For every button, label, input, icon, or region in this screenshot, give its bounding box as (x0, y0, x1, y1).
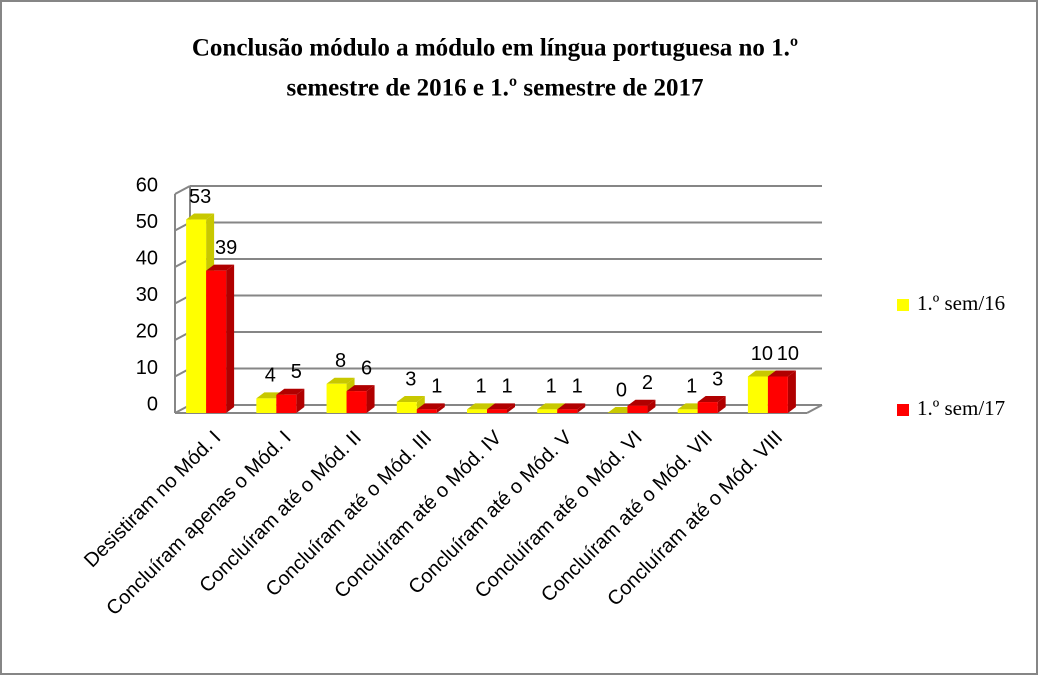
bar-front (276, 394, 297, 413)
bar-front (747, 376, 768, 413)
bar-side (436, 403, 445, 413)
bar-side (787, 370, 796, 413)
data-label: 10 (777, 343, 799, 365)
y-tick-label: 30 (136, 284, 158, 306)
data-label: 39 (215, 237, 237, 259)
bar-side (507, 403, 515, 413)
bar (276, 388, 305, 413)
data-label: 3 (405, 368, 416, 390)
bar-top (396, 396, 425, 403)
bar-front (627, 405, 648, 413)
bar-top (557, 403, 586, 410)
y-tick-label: 10 (136, 357, 158, 379)
bar-top (747, 370, 776, 377)
legend-swatch (897, 299, 909, 311)
bar-top (537, 403, 566, 410)
bar-side (717, 396, 726, 413)
bar-side (647, 399, 656, 413)
bar (487, 403, 515, 413)
data-label: 1 (546, 376, 557, 398)
legend-label: 1.º sem/17 (917, 396, 1005, 420)
bar-front (767, 376, 788, 413)
bar (767, 370, 796, 413)
y-tick-label: 40 (136, 247, 158, 269)
bar-top (326, 377, 355, 384)
data-label: 1 (431, 376, 442, 398)
bar-front (256, 398, 277, 413)
bar-top (346, 385, 375, 392)
bar (697, 396, 726, 413)
bar-front (346, 391, 367, 413)
bar-top (416, 403, 445, 410)
data-label: 10 (751, 343, 773, 365)
data-label: 6 (361, 357, 372, 379)
bar-front (326, 383, 347, 413)
bar (346, 385, 375, 413)
bar-top (767, 370, 796, 377)
bar-top (276, 388, 305, 395)
bar (206, 264, 235, 413)
data-label: 1 (686, 376, 697, 398)
data-label: 0 (616, 379, 627, 401)
bar-side (577, 403, 586, 413)
y-tick-label: 0 (147, 393, 158, 415)
bar (416, 403, 445, 413)
grid-slant (174, 185, 191, 195)
bar-front (416, 409, 437, 413)
bar-side (296, 388, 305, 413)
bar (557, 403, 586, 413)
floor (806, 404, 823, 414)
bar-front (206, 270, 227, 413)
bar-front (396, 402, 417, 413)
bar-top (487, 403, 515, 410)
data-label: 4 (265, 365, 276, 387)
data-label: 53 (189, 186, 211, 208)
bar-top (186, 213, 215, 220)
chart-title: Conclusão módulo a módulo em língua port… (192, 35, 798, 62)
y-tick-label: 60 (136, 174, 158, 196)
data-label: 2 (642, 372, 653, 394)
bar-front (537, 409, 558, 413)
bar-front (467, 409, 487, 413)
bar-top (206, 264, 235, 271)
legend-swatch (897, 404, 909, 416)
data-label: 3 (712, 368, 723, 390)
data-label: 1 (572, 376, 583, 398)
legend-label: 1.º sem/16 (917, 291, 1005, 315)
bar-front (186, 219, 207, 413)
bar-top (627, 399, 656, 406)
bar (627, 399, 656, 413)
data-label: 1 (475, 376, 486, 398)
y-tick-label: 50 (136, 211, 158, 233)
bar-side (226, 264, 235, 413)
bar-front (487, 409, 507, 413)
bar-front (697, 402, 718, 413)
data-label: 1 (501, 376, 512, 398)
bar-front (677, 409, 698, 413)
bar-top (467, 403, 495, 410)
y-tick-label: 20 (136, 320, 158, 342)
bar-top (697, 396, 726, 403)
bar-side (366, 385, 375, 413)
data-label: 8 (335, 350, 346, 372)
bar-front (557, 409, 578, 413)
chart-title: semestre de 2016 e 1.º semestre de 2017 (287, 75, 704, 102)
data-label: 5 (291, 361, 302, 383)
